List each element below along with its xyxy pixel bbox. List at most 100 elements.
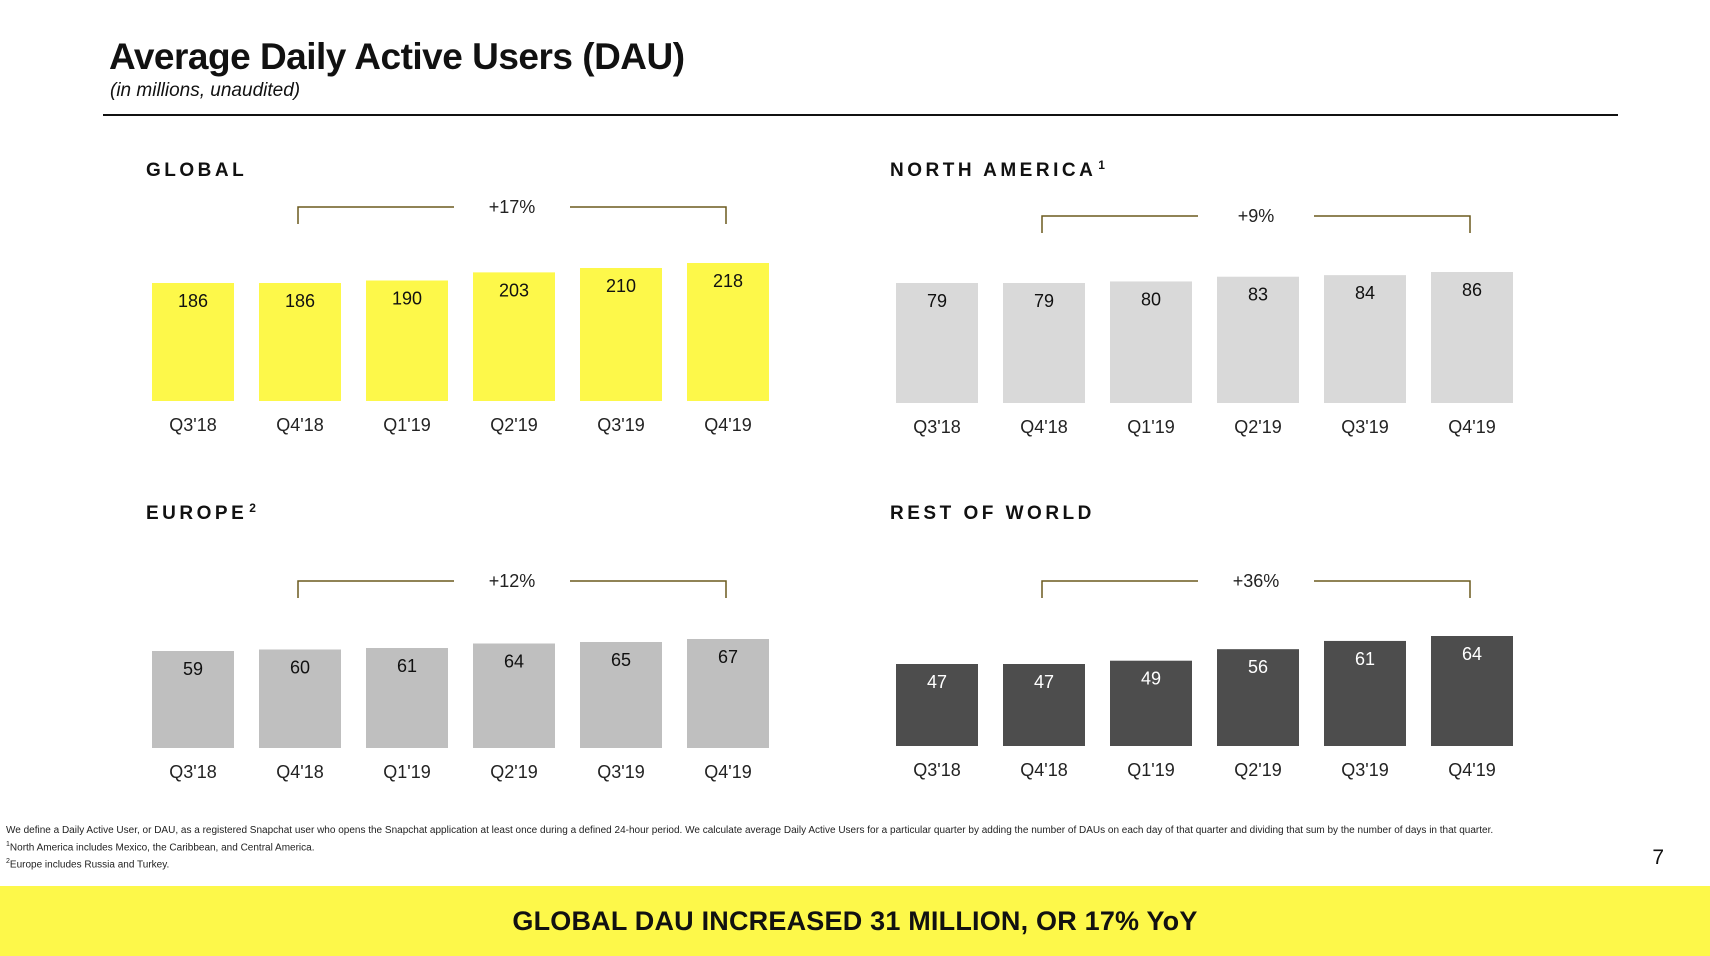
bar-chart-rest-of-world: 47 Q3'18 47 Q4'18 49 Q1'19 56 Q2'19 61 Q3'19 64 Q4'… [896, 571, 1513, 780]
tick-label-north_america-5: Q4'19 [1448, 417, 1495, 437]
page-number: 7 [1652, 846, 1664, 869]
data-label-north_america-4: 84 [1355, 283, 1375, 303]
bar-chart-global: 186 Q3'18 186 Q4'18 190 Q1'19 203 Q2'19 210 Q3'19… [152, 197, 769, 435]
bar-europe-2 [366, 648, 448, 748]
banner-text: GLOBAL DAU INCREASED 31 MILLION, OR 17% … [512, 905, 1198, 936]
tick-label-north_america-0: Q3'18 [913, 417, 960, 437]
tick-label-global-5: Q4'19 [704, 415, 751, 435]
footnotes: We define a Daily Active User, or DAU, a… [6, 824, 1566, 873]
tick-label-europe-0: Q3'18 [169, 762, 216, 782]
bar-rest_of_world-2 [1110, 660, 1192, 746]
bar-europe-4 [580, 642, 662, 748]
tick-label-global-3: Q2'19 [490, 415, 537, 435]
growth-bracket-right-rest_of_world [1314, 580, 1471, 598]
data-label-global-4: 210 [606, 276, 636, 296]
data-label-europe-5: 67 [718, 647, 738, 667]
footnote-2: 2Europe includes Russia and Turkey. [6, 858, 170, 871]
bar-north_america-1 [1003, 283, 1085, 403]
tick-label-europe-5: Q4'19 [704, 762, 751, 782]
chart-panel-north-america: NORTH AMERICA 1 79 Q3'18 79 Q4'18 80 Q1'19 83 Q2… [890, 158, 1550, 460]
dau-definition: We define a Daily Active User, or DAU, a… [6, 825, 1494, 836]
data-label-rest_of_world-2: 49 [1141, 669, 1161, 689]
chart-panel-rest-of-world: REST OF WORLD 47 Q3'18 47 Q4'18 49 Q1'19 56 Q2'… [890, 503, 1550, 803]
tick-label-rest_of_world-5: Q4'19 [1448, 760, 1495, 780]
growth-bracket-right-europe [570, 580, 727, 598]
data-label-global-3: 203 [499, 280, 529, 300]
growth-bracket-left-global [297, 206, 454, 224]
tick-label-north_america-2: Q1'19 [1127, 417, 1174, 437]
data-label-north_america-2: 80 [1141, 289, 1161, 309]
tick-label-europe-1: Q4'18 [276, 762, 323, 782]
growth-annotation-global: +17% [489, 197, 536, 217]
data-label-europe-2: 61 [397, 656, 417, 676]
bar-north_america-5 [1431, 272, 1513, 403]
tick-label-rest_of_world-1: Q4'18 [1020, 760, 1067, 780]
bar-global-1 [259, 283, 341, 401]
tick-label-global-2: Q1'19 [383, 415, 430, 435]
summary-banner: GLOBAL DAU INCREASED 31 MILLION, OR 17% … [0, 886, 1710, 956]
chart-panel-europe: EUROPE 2 59 Q3'18 60 Q4'18 61 Q1'19 64 Q2'19 65 Q3… [146, 501, 806, 803]
tick-label-north_america-1: Q4'18 [1020, 417, 1067, 437]
footnote-1: 1North America includes Mexico, the Cari… [6, 841, 315, 854]
bar-rest_of_world-4 [1324, 640, 1406, 746]
bar-europe-1 [259, 649, 341, 748]
bar-europe-3 [473, 643, 555, 748]
chart-title-europe: EUROPE 2 [146, 501, 257, 524]
tick-label-europe-2: Q1'19 [383, 762, 430, 782]
tick-label-north_america-4: Q3'19 [1341, 417, 1388, 437]
data-label-europe-0: 59 [183, 659, 203, 679]
data-label-global-2: 190 [392, 289, 422, 309]
chart-title-global: GLOBAL [146, 160, 248, 181]
bar-global-3 [473, 272, 555, 401]
bar-global-2 [366, 280, 448, 401]
data-label-global-1: 186 [285, 291, 315, 311]
tick-label-global-0: Q3'18 [169, 415, 216, 435]
tick-label-rest_of_world-3: Q2'19 [1234, 760, 1281, 780]
growth-bracket-left-rest_of_world [1041, 580, 1198, 598]
tick-label-global-1: Q4'18 [276, 415, 323, 435]
tick-label-europe-4: Q3'19 [597, 762, 644, 782]
chart-title-rest-of-world: REST OF WORLD [890, 503, 1095, 524]
page-title: Average Daily Active Users (DAU) [109, 36, 685, 77]
data-label-rest_of_world-3: 56 [1248, 657, 1268, 677]
data-label-rest_of_world-1: 47 [1034, 672, 1054, 692]
bar-chart-europe: 59 Q3'18 60 Q4'18 61 Q1'19 64 Q2'19 65 Q3'19 67 Q4'… [152, 571, 769, 782]
data-label-europe-3: 64 [504, 652, 524, 672]
bar-north_america-0 [896, 283, 978, 403]
growth-bracket-right-global [570, 206, 727, 224]
bar-rest_of_world-5 [1431, 636, 1513, 746]
growth-bracket-right-north_america [1314, 215, 1471, 233]
data-label-north_america-0: 79 [927, 291, 947, 311]
growth-bracket-left-europe [297, 580, 454, 598]
bar-global-0 [152, 283, 234, 401]
data-label-north_america-5: 86 [1462, 280, 1482, 300]
growth-bracket-left-north_america [1041, 215, 1198, 233]
bar-north_america-3 [1217, 276, 1299, 403]
tick-label-rest_of_world-2: Q1'19 [1127, 760, 1174, 780]
data-label-europe-4: 65 [611, 650, 631, 670]
tick-label-rest_of_world-4: Q3'19 [1341, 760, 1388, 780]
footnote-marker-2: 2 [249, 501, 257, 515]
footnote-marker-1: 1 [1098, 158, 1106, 172]
title-divider [103, 114, 1618, 116]
bar-rest_of_world-3 [1217, 649, 1299, 746]
tick-label-europe-3: Q2'19 [490, 762, 537, 782]
bar-europe-0 [152, 651, 234, 748]
growth-annotation-north_america: +9% [1238, 206, 1275, 226]
bar-north_america-2 [1110, 281, 1192, 403]
tick-label-global-4: Q3'19 [597, 415, 644, 435]
bar-global-4 [580, 268, 662, 401]
data-label-rest_of_world-4: 61 [1355, 649, 1375, 669]
data-label-rest_of_world-5: 64 [1462, 644, 1482, 664]
data-label-north_america-3: 83 [1248, 285, 1268, 305]
bar-global-5 [687, 263, 769, 401]
data-label-rest_of_world-0: 47 [927, 672, 947, 692]
bar-europe-5 [687, 639, 769, 748]
tick-label-north_america-3: Q2'19 [1234, 417, 1281, 437]
growth-annotation-rest_of_world: +36% [1233, 571, 1280, 591]
page-subtitle: (in millions, unaudited) [110, 80, 301, 101]
bar-rest_of_world-1 [1003, 664, 1085, 746]
bar-north_america-4 [1324, 275, 1406, 403]
chart-title-north-america: NORTH AMERICA 1 [890, 158, 1106, 181]
bar-chart-north-america: 79 Q3'18 79 Q4'18 80 Q1'19 83 Q2'19 84 Q3'19 86 Q4'… [896, 206, 1513, 437]
